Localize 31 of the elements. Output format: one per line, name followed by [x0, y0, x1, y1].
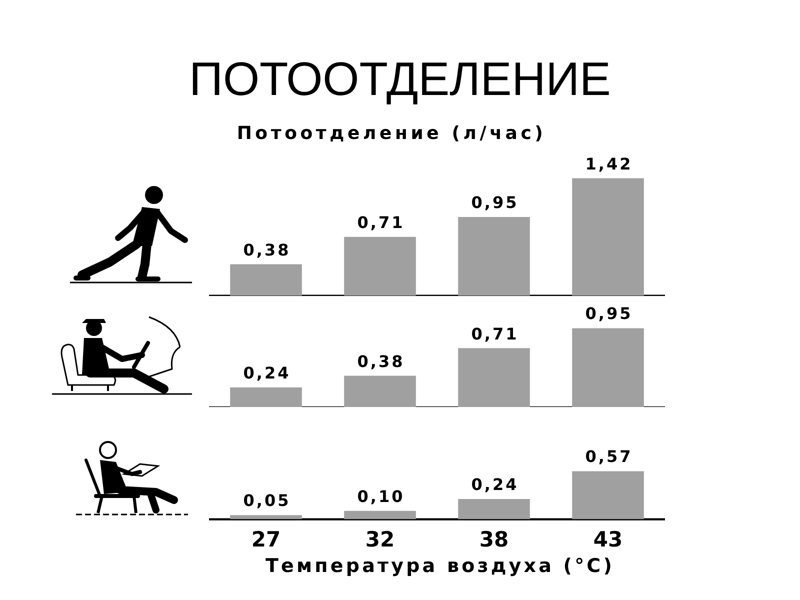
data-label: 0,38 [357, 351, 405, 370]
bar [344, 237, 416, 296]
bar [344, 510, 416, 519]
data-label: 0,95 [471, 193, 519, 212]
bar [230, 386, 302, 407]
x-axis-title: Температура воздуха (°C) [264, 555, 616, 577]
bar [458, 348, 530, 407]
bar [230, 264, 302, 296]
bar [572, 328, 644, 407]
data-label: 0,24 [471, 474, 519, 494]
data-label: 1,42 [585, 154, 633, 174]
data-label: 0,10 [357, 486, 405, 506]
x-tick-label: 32 [365, 526, 395, 552]
data-label: 0,38 [243, 240, 291, 260]
chart-subtitle: Потоотделение (л/час) [236, 123, 548, 144]
data-label: 0,24 [243, 363, 291, 382]
data-label: 0,05 [243, 490, 291, 510]
bar [344, 375, 416, 407]
data-label: 0,71 [471, 324, 519, 343]
bar [458, 217, 530, 296]
bar [230, 514, 302, 519]
data-label: 0,95 [585, 304, 633, 323]
x-tick-label: 43 [593, 526, 623, 552]
data-label: 0,57 [585, 446, 633, 466]
bar [458, 498, 530, 519]
x-tick-label: 38 [479, 526, 509, 552]
data-label: 0,71 [357, 213, 405, 232]
bar [572, 470, 644, 519]
x-tick-label: 27 [251, 526, 281, 552]
bar [572, 178, 644, 296]
chart-title: ПОТООТДЕЛЕНИЕ [188, 52, 612, 105]
